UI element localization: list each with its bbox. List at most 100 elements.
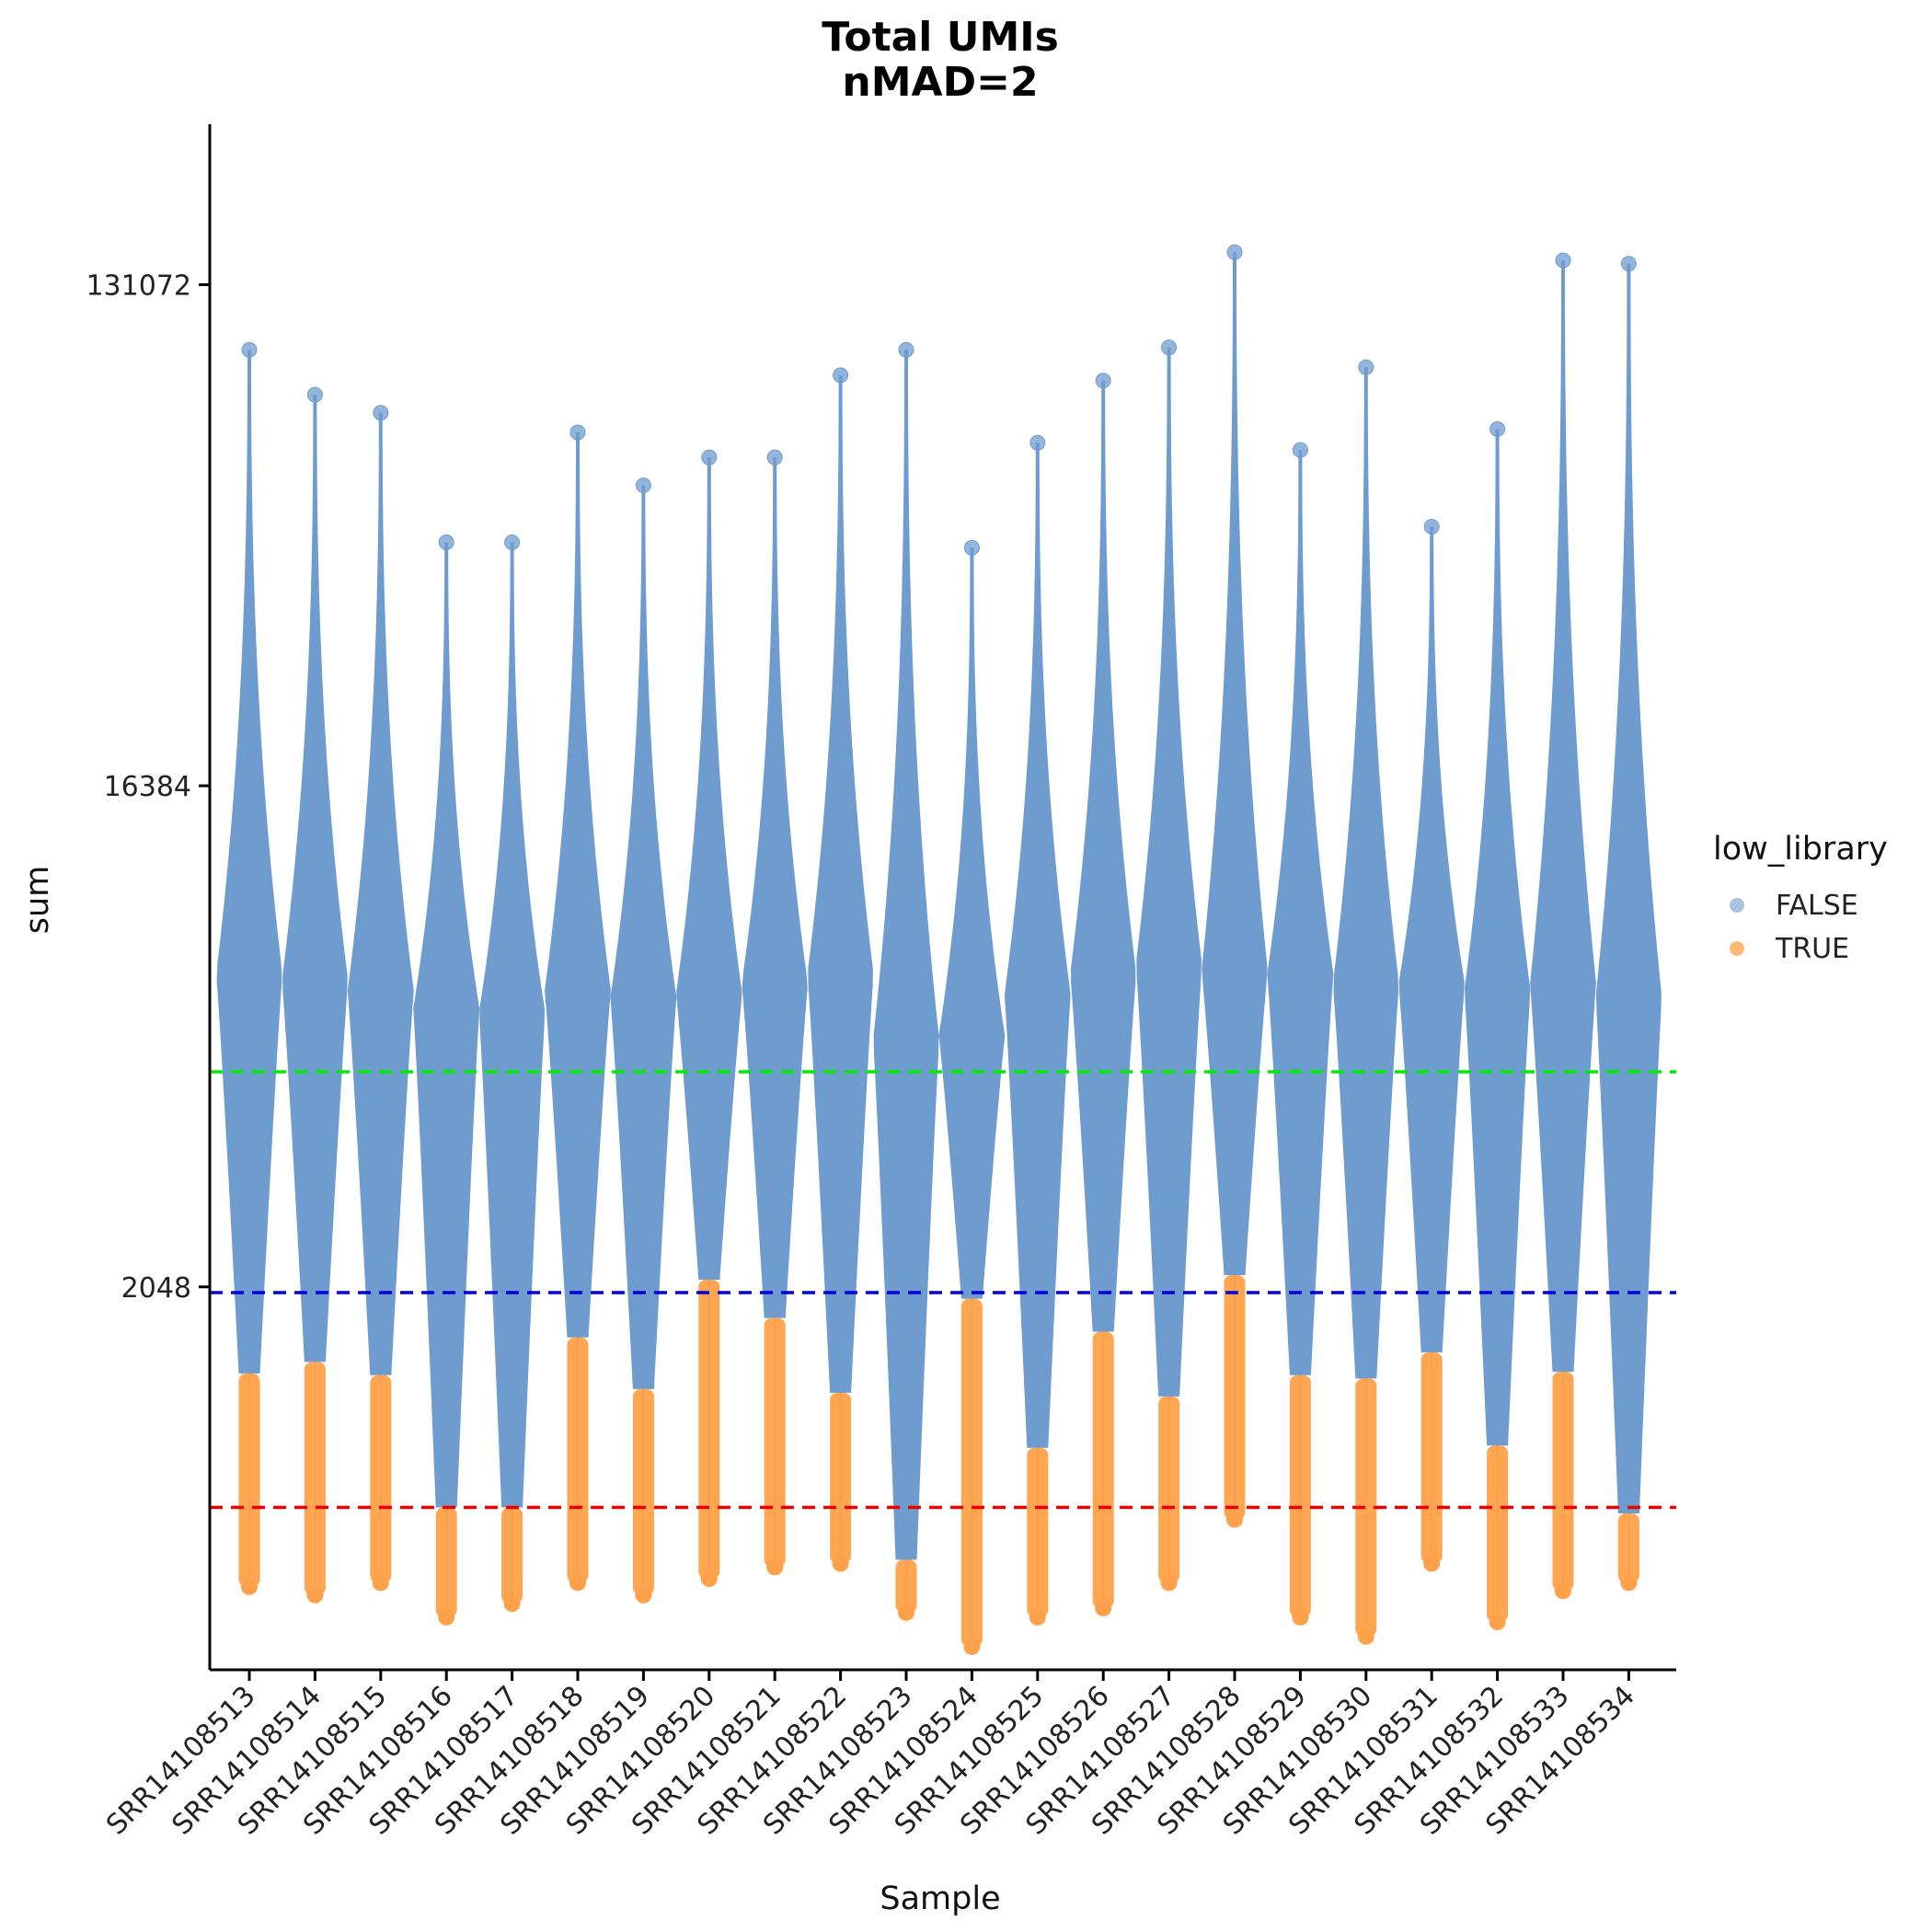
low-library-tail [895,1559,917,1613]
violin-body [479,542,545,1508]
outlier-point [1489,420,1506,437]
outlier-point [504,534,521,550]
low-library-tail [1289,1374,1311,1617]
violin-SRR14108523 [873,341,939,1621]
violin-body [1398,526,1465,1353]
low-library-min-point [832,1555,849,1572]
violin-SRR14108534 [1595,256,1662,1592]
legend-swatch-false [1730,898,1744,913]
low-library-min-point [1489,1613,1506,1630]
low-library-tail [632,1388,654,1595]
violin-SRR14108515 [347,405,414,1592]
violin-SRR14108524 [938,539,1006,1655]
legend-label-true: TRUE [1775,933,1849,965]
low-library-tail [370,1374,392,1583]
low-library-tail [1355,1378,1377,1637]
violin-body [413,542,480,1508]
low-library-min-point [1095,1599,1112,1616]
low-library-min-point [569,1574,586,1592]
violin-SRR14108520 [676,449,742,1588]
y-tick-label: 131072 [86,270,191,302]
violins-layer [216,244,1662,1655]
low-library-min-point [372,1574,389,1592]
y-axis-label: sum [19,866,56,935]
violin-body [1333,367,1399,1379]
low-library-tail [1552,1372,1574,1592]
outlier-point [963,539,980,556]
violin-body [1004,443,1071,1448]
outlier-point [1555,252,1571,269]
low-library-tail [501,1507,523,1604]
violin-SRR14108522 [808,367,873,1572]
axes: 204816384131072SRR14108513SRR14108514SRR… [86,124,1676,1842]
violin-SRR14108519 [610,477,677,1604]
violin-body [282,395,348,1363]
violin-body [938,547,1006,1299]
violin-SRR14108530 [1333,359,1399,1645]
outlier-point [1029,434,1046,451]
violin-SRR14108528 [1202,244,1268,1528]
violin-SRR14108532 [1464,420,1531,1630]
legend: low_library FALSE TRUE [1713,831,1888,965]
low-library-min-point [438,1608,455,1626]
violin-body [873,350,939,1560]
violin-SRR14108533 [1530,252,1596,1600]
violin-body [1136,347,1202,1397]
threshold-lines [210,1070,1676,1510]
violin-body [1464,429,1531,1446]
low-library-min-point [1357,1627,1374,1645]
low-library-min-point [963,1638,981,1655]
low-library-tail [1027,1447,1049,1617]
violin-body [808,374,873,1393]
outlier-point [438,534,454,550]
legend-label-false: FALSE [1776,890,1858,922]
low-library-min-point [700,1570,718,1588]
outlier-point [701,449,718,466]
outlier-point [898,341,914,358]
outlier-point [241,341,258,358]
violin-body [676,457,742,1280]
outlier-point [569,424,586,441]
low-library-tail [698,1279,720,1580]
low-library-tail [1487,1445,1509,1622]
outlier-point [1620,256,1637,272]
violin-body [216,350,282,1374]
violin-SRR14108525 [1004,434,1071,1626]
low-library-tail [1092,1331,1114,1608]
outlier-point [1095,373,1111,389]
y-tick-label: 2048 [121,1272,191,1305]
low-library-min-point [1423,1555,1441,1572]
low-library-min-point [1555,1582,1571,1600]
violin-SRR14108516 [413,534,480,1626]
violin-SRR14108513 [216,341,282,1595]
violin-SRR14108518 [545,424,611,1592]
violin-body [1202,252,1268,1276]
violin-body [1267,450,1334,1375]
outlier-point [766,449,783,466]
low-library-tail [435,1507,457,1617]
low-library-tail [764,1317,786,1568]
violin-body [742,457,808,1318]
chart-title: Total UMIs [822,14,1059,61]
violin-SRR14108514 [282,386,348,1604]
outlier-point [1358,359,1374,375]
low-library-min-point [635,1586,652,1604]
low-library-min-point [241,1578,258,1595]
violin-body [1071,380,1136,1332]
low-library-min-point [1620,1574,1638,1592]
violin-body [610,485,677,1389]
outlier-point [1226,244,1243,260]
low-library-tail [304,1362,326,1595]
low-library-tail [830,1392,852,1564]
low-library-tail [1617,1513,1639,1583]
low-library-tail [1158,1396,1180,1583]
low-library-min-point [503,1595,521,1613]
low-library-tail [238,1373,260,1587]
outlier-point [833,367,849,384]
y-tick-label: 16384 [104,771,191,803]
violin-body [1530,259,1596,1373]
low-library-min-point [306,1586,324,1604]
legend-swatch-true [1730,941,1744,956]
